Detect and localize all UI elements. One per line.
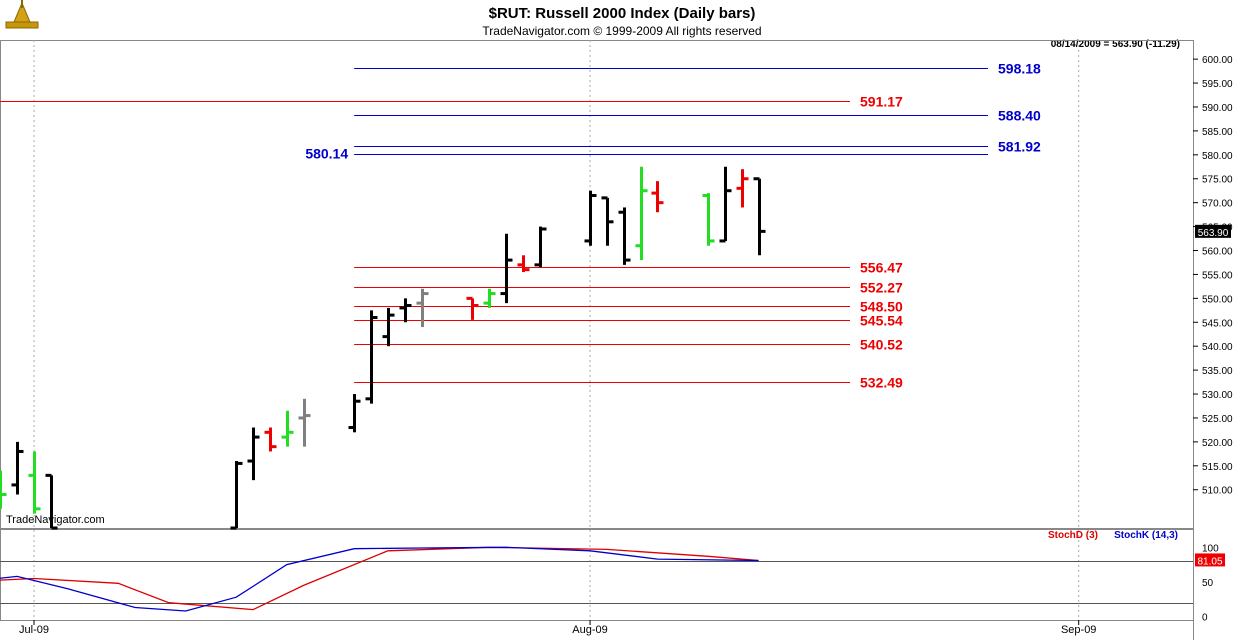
ohlc-bar <box>45 473 58 530</box>
last-price-value: 563.90 <box>1198 228 1229 239</box>
ohlc-bar <box>416 288 429 328</box>
ohlc-bar <box>399 298 412 323</box>
level-label: 588.40 <box>998 108 1041 124</box>
ohlc-bar <box>534 226 547 268</box>
stochk-legend: StochK (14,3) <box>1114 530 1178 541</box>
ohlc-bar <box>651 181 664 213</box>
indicator-tick-label: 100 <box>1202 543 1219 554</box>
indicator-series-layer <box>0 546 759 612</box>
ohlc-bar <box>753 177 766 256</box>
indicator-current-value: 81.05 <box>1197 556 1222 567</box>
ohlc-bar <box>365 310 378 404</box>
ohlc-bar <box>736 169 749 208</box>
x-tick-label: Sep-09 <box>1061 624 1096 636</box>
ohlc-bar <box>618 207 631 265</box>
price-tick-label: 585.00 <box>1202 127 1233 138</box>
price-tick-label: 560.00 <box>1202 247 1233 258</box>
price-tick-label: 595.00 <box>1202 79 1233 90</box>
x-tick-label: Aug-09 <box>572 624 607 636</box>
level-label: 545.54 <box>860 313 903 329</box>
price-axis: 600.00 595.00 590.00 585.00 580.00 575.00 570.… <box>1193 55 1233 497</box>
level-label: 540.52 <box>860 337 903 353</box>
ohlc-bar <box>382 307 395 347</box>
ohlc-bar <box>230 461 243 530</box>
chart-title: $RUT: Russell 2000 Index (Daily bars) <box>489 5 756 22</box>
ohlc-bar <box>281 410 294 447</box>
price-tick-label: 590.00 <box>1202 103 1233 114</box>
indicator-value-tag: 81.05 <box>1195 553 1225 567</box>
watermark: TradeNavigator.com <box>6 514 105 526</box>
level-label: 580.14 <box>305 146 348 162</box>
ohlc-bar <box>483 288 496 308</box>
ohlc-bar <box>298 398 311 447</box>
price-tick-label: 530.00 <box>1202 390 1233 401</box>
indicator-series-line <box>0 546 759 611</box>
level-label: 598.18 <box>998 61 1041 77</box>
price-tick-label: 550.00 <box>1202 294 1233 305</box>
last-price-info: 08/14/2009 = 563.90 (-11.29) <box>1051 39 1180 50</box>
ohlc-bar <box>702 193 715 246</box>
ohlc-bar <box>11 441 24 495</box>
price-tick-label: 540.00 <box>1202 342 1233 353</box>
level-label: 591.17 <box>860 94 903 110</box>
price-tick-label: 580.00 <box>1202 151 1233 162</box>
ohlc-bar <box>264 427 277 452</box>
chart-subtitle: TradeNavigator.com © 1999-2009 All right… <box>482 24 761 38</box>
ohlc-bar <box>719 166 732 243</box>
chart-logo-icon <box>5 0 39 29</box>
ohlc-bar <box>601 196 614 246</box>
ohlc-bar <box>348 394 361 433</box>
ohlc-bar <box>517 255 530 273</box>
last-price-tag: 563.90 <box>1195 224 1231 239</box>
ohlc-bar <box>0 470 7 509</box>
price-tick-label: 510.00 <box>1202 486 1233 497</box>
ohlc-bar <box>635 166 648 261</box>
indicator-axis: 100 50 0 <box>1202 543 1219 623</box>
level-label: 581.92 <box>998 139 1041 155</box>
ohlc-bar <box>466 296 479 320</box>
ohlc-bar <box>584 190 597 246</box>
price-tick-label: 555.00 <box>1202 270 1233 281</box>
x-tick-label: Jul-09 <box>19 624 49 636</box>
level-label: 532.49 <box>860 375 903 391</box>
indicator-tick-label: 50 <box>1202 578 1214 589</box>
price-tick-label: 525.00 <box>1202 414 1233 425</box>
indicator-reference-lines <box>0 561 1193 604</box>
ohlc-bar <box>500 233 513 304</box>
bars-layer <box>0 166 766 530</box>
price-tick-label: 575.00 <box>1202 175 1233 186</box>
indicator-series-line <box>0 546 759 612</box>
price-tick-label: 515.00 <box>1202 462 1233 473</box>
stochd-legend: StochD (3) <box>1048 530 1098 541</box>
x-axis: Jul-09 Aug-09 Sep-09 <box>19 620 1096 636</box>
levels-layer: 598.18 591.17 588.40 581.92 580.14 556.47 552.… <box>0 61 1041 391</box>
price-tick-label: 570.00 <box>1202 199 1233 210</box>
grid-layer <box>33 40 1080 620</box>
ohlc-bar <box>247 427 260 481</box>
indicator-tick-label: 0 <box>1202 613 1208 624</box>
ohlc-bar <box>28 451 41 514</box>
level-label: 552.27 <box>860 280 903 296</box>
price-tick-label: 535.00 <box>1202 366 1233 377</box>
price-tick-label: 600.00 <box>1202 55 1233 66</box>
price-tick-label: 520.00 <box>1202 438 1233 449</box>
price-tick-label: 545.00 <box>1202 318 1233 329</box>
level-label: 556.47 <box>860 260 903 276</box>
level-label: 548.50 <box>860 299 903 315</box>
